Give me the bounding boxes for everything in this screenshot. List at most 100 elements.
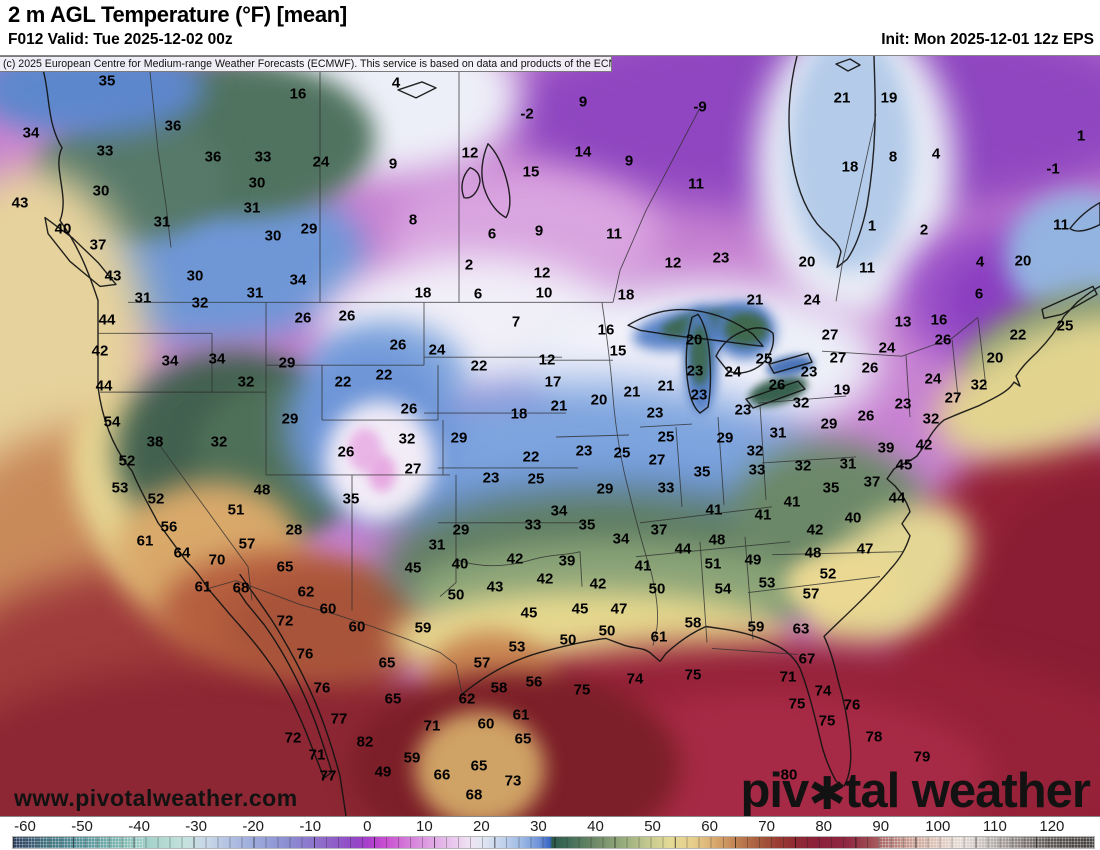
colorbar-tick: 70: [758, 818, 775, 835]
station-temp: 20: [590, 391, 608, 409]
station-temp: 72: [284, 729, 302, 747]
station-temp: 22: [334, 373, 352, 391]
station-temp: 35: [693, 463, 711, 481]
station-temp: -1: [1046, 160, 1060, 178]
station-temp: 22: [522, 448, 540, 466]
station-temp: 23: [482, 469, 500, 487]
station-temp: 10: [535, 284, 553, 302]
colorbar-tick: 50: [644, 818, 661, 835]
station-temp: 34: [550, 502, 568, 520]
station-temp: 11: [688, 175, 704, 193]
station-temp: 68: [232, 579, 250, 597]
station-temp: 23: [686, 362, 704, 380]
station-temp: 42: [589, 575, 607, 593]
colorbar-tick: -30: [185, 818, 207, 835]
station-temp: 70: [208, 551, 226, 569]
station-temp: 1: [867, 217, 877, 235]
station-temp: 50: [559, 631, 577, 649]
station-temp: 12: [533, 264, 551, 282]
station-temp: 35: [822, 479, 840, 497]
station-temp: 43: [11, 194, 29, 212]
station-temp: 24: [803, 291, 821, 309]
station-temp: 47: [610, 600, 628, 618]
station-temp: 32: [792, 394, 810, 412]
map-header: 2 m AGL Temperature (°F) [mean] F012 Val…: [0, 0, 1100, 55]
station-temp: 51: [704, 555, 722, 573]
station-temp: 50: [447, 586, 465, 604]
station-temp: 36: [164, 117, 182, 135]
station-temp: 4: [931, 145, 941, 163]
station-temp: 26: [389, 336, 407, 354]
station-temp: 52: [147, 490, 165, 508]
station-temp: 9: [578, 93, 588, 111]
station-temp: 45: [895, 456, 913, 474]
station-temp: 44: [674, 540, 692, 558]
station-temp: 24: [878, 339, 896, 357]
station-temp: 76: [843, 696, 861, 714]
station-temp: 21: [623, 383, 641, 401]
station-temp: 61: [512, 706, 530, 724]
station-temp: 73: [504, 772, 522, 790]
station-temp: 2: [464, 256, 474, 274]
brand-watermark: piv✱tal weather: [740, 767, 1091, 817]
station-temp: 65: [384, 690, 402, 708]
station-temp: 27: [944, 389, 962, 407]
station-temp: 25: [527, 470, 545, 488]
station-temp: 34: [22, 124, 40, 142]
station-temp: 41: [634, 557, 652, 575]
station-temp: 21: [746, 291, 764, 309]
station-temp: 31: [134, 289, 152, 307]
valid-time-label: F012 Valid: Tue 2025-12-02 00z: [8, 31, 233, 48]
station-temp: 37: [863, 473, 881, 491]
map-canvas: 35 16 36 34 33 36 33 24 30 30 31 43 31 29 30 40 37 43 30 34…: [0, 55, 1100, 817]
station-temp: 62: [297, 583, 315, 601]
station-temp: 7: [511, 313, 521, 331]
station-temp: 33: [748, 461, 766, 479]
station-temp: 27: [648, 451, 666, 469]
station-temp: 32: [746, 442, 764, 460]
station-temp: 25: [657, 428, 675, 446]
station-temp: 21: [833, 89, 851, 107]
colorbar-tick: -10: [299, 818, 322, 835]
station-temp: 34: [161, 352, 179, 370]
station-temp: -9: [693, 98, 707, 116]
station-temp: 48: [804, 544, 822, 562]
station-temp: 38: [146, 433, 164, 451]
station-temp: 26: [861, 359, 879, 377]
station-temp: 32: [237, 373, 255, 391]
station-temp: 40: [54, 220, 72, 238]
station-temp: 33: [96, 142, 114, 160]
station-temp: 34: [289, 271, 307, 289]
station-temp: 4: [391, 74, 401, 92]
station-temp: 13: [894, 313, 912, 331]
station-temp: -2: [520, 105, 534, 123]
gear-asterisk-icon: ✱: [808, 768, 846, 817]
colorbar-tick: 60: [701, 818, 718, 835]
station-temp: 12: [538, 351, 556, 369]
station-temp: 65: [470, 757, 488, 775]
station-temp: 35: [578, 516, 596, 534]
station-temp: 11: [859, 259, 875, 277]
station-temp: 1: [1076, 127, 1086, 145]
station-temp: 18: [617, 286, 635, 304]
station-temp: 74: [626, 670, 644, 688]
station-temp: 21: [550, 397, 568, 415]
station-temp: 41: [754, 506, 772, 524]
station-temp: 49: [374, 763, 392, 781]
station-temp: 48: [708, 531, 726, 549]
station-temp: 54: [714, 580, 732, 598]
colorbar-tick: 20: [473, 818, 490, 835]
station-temp: 30: [92, 182, 110, 200]
station-temp: 18: [841, 158, 859, 176]
station-temp: 36: [204, 148, 222, 166]
colorbar: [12, 836, 1095, 849]
station-temp: 31: [243, 199, 261, 217]
station-temp: 11: [1053, 216, 1069, 234]
page-title: 2 m AGL Temperature (°F) [mean]: [8, 2, 347, 27]
station-temp: 15: [522, 163, 540, 181]
station-temp: 43: [486, 578, 504, 596]
station-temp: 53: [111, 479, 129, 497]
station-temp: 25: [613, 444, 631, 462]
station-temp: 30: [186, 267, 204, 285]
